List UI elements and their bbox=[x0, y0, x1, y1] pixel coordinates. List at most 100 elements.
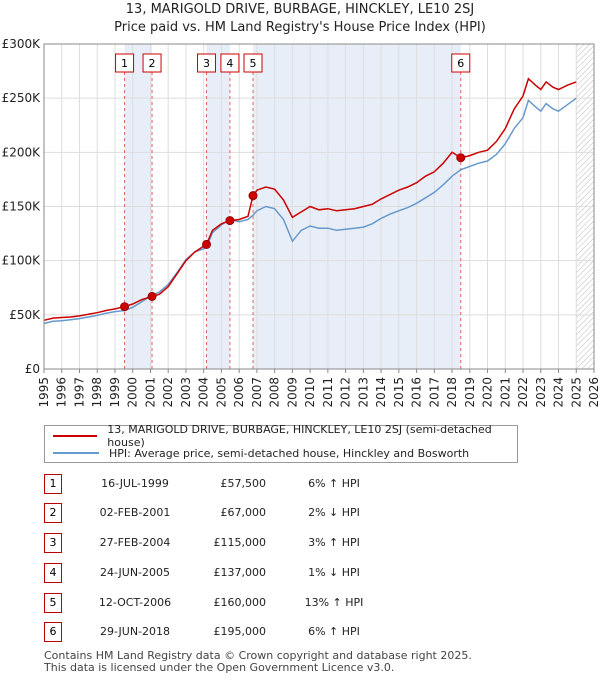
sale-label-number: 2 bbox=[149, 57, 156, 70]
x-tick-label: 2002 bbox=[161, 377, 175, 408]
chart-title: 13, MARIGOLD DRIVE, BURBAGE, HINCKLEY, L… bbox=[125, 2, 475, 17]
x-tick-label: 2005 bbox=[214, 377, 228, 408]
sale-price: £67,000 bbox=[220, 506, 267, 519]
x-tick-label: 2023 bbox=[534, 377, 548, 408]
table-row: 5 12-OCT-2006 £160,000 13% ↑ HPI bbox=[0, 593, 600, 613]
sale-label-box: 5 bbox=[243, 53, 263, 73]
y-tick-label: £150K bbox=[2, 200, 42, 214]
sale-hpi-diff: 6% ↑ HPI bbox=[308, 625, 360, 638]
y-tick-label: £250K bbox=[2, 91, 42, 105]
x-tick-label: 2004 bbox=[197, 377, 211, 408]
legend-label-property: 13, MARIGOLD DRIVE, BURBAGE, HINCKLEY, L… bbox=[107, 423, 492, 449]
x-tick-label: 2024 bbox=[552, 377, 566, 408]
x-tick-label: 2020 bbox=[481, 377, 495, 408]
sale-price: £195,000 bbox=[213, 625, 267, 638]
x-tick-label: 2003 bbox=[179, 377, 193, 408]
x-tick-label: 1995 bbox=[37, 377, 51, 408]
x-tick-label: 2022 bbox=[516, 377, 530, 408]
sale-label-frame bbox=[220, 53, 240, 73]
x-tick-label: 2016 bbox=[410, 377, 424, 408]
series-line-property bbox=[43, 77, 577, 322]
sale-date: 27-FEB-2004 bbox=[99, 536, 171, 549]
table-row: 6 29-JUN-2018 £195,000 6% ↑ HPI bbox=[0, 622, 600, 642]
footer-copyright: Contains HM Land Registry data © Crown c… bbox=[44, 649, 472, 662]
legend: 13, MARIGOLD DRIVE, BURBAGE, HINCKLEY, L… bbox=[44, 423, 518, 463]
x-tick-label: 2017 bbox=[427, 377, 441, 408]
sale-label-box: 4 bbox=[220, 53, 240, 73]
x-tick-label: 2010 bbox=[303, 377, 317, 408]
x-tick-label: 2013 bbox=[356, 377, 370, 408]
x-tick-label: 1999 bbox=[108, 377, 122, 408]
y-tick-label: £50K bbox=[9, 308, 41, 322]
footer-licence: This data is licensed under the Open Gov… bbox=[44, 661, 395, 674]
x-tick-label: 2021 bbox=[498, 377, 512, 408]
sale-date: 12-OCT-2006 bbox=[98, 596, 172, 609]
table-row: 2 02-FEB-2001 £67,000 2% ↓ HPI bbox=[0, 503, 600, 523]
x-tick-label: 2025 bbox=[569, 377, 583, 408]
legend-label-hpi: HPI: Average price, semi-detached house,… bbox=[109, 446, 470, 460]
x-tick-label: 2012 bbox=[339, 377, 353, 408]
plot-frame bbox=[43, 43, 595, 370]
sale-point bbox=[147, 291, 157, 301]
series-line-hpi bbox=[43, 97, 577, 325]
x-tick-label: 2011 bbox=[321, 377, 335, 408]
sale-number-badge: 4 bbox=[44, 563, 62, 583]
sale-label-number: 3 bbox=[203, 57, 210, 70]
sale-label-number: 1 bbox=[121, 57, 128, 70]
sale-number-badge: 5 bbox=[44, 593, 62, 613]
sale-number-badge: 3 bbox=[44, 533, 62, 553]
sale-label-box: 2 bbox=[142, 53, 162, 73]
sale-price: £137,000 bbox=[213, 566, 267, 579]
table-row: 1 16-JUL-1999 £57,500 6% ↑ HPI bbox=[0, 474, 600, 494]
x-tick-label: 2006 bbox=[232, 377, 246, 408]
sale-hpi-diff: 2% ↓ HPI bbox=[308, 506, 360, 519]
sale-label-box: 1 bbox=[115, 53, 135, 73]
x-tick-label: 2007 bbox=[250, 377, 264, 408]
x-tick-label: 1996 bbox=[55, 377, 69, 408]
sale-point bbox=[248, 191, 258, 201]
y-tick-label: £200K bbox=[2, 145, 42, 159]
x-tick-label: 1998 bbox=[90, 377, 104, 408]
sale-label-frame bbox=[142, 53, 162, 73]
sale-hpi-diff: 6% ↑ HPI bbox=[308, 477, 360, 490]
sale-label-frame bbox=[243, 53, 263, 73]
sale-label-frame bbox=[451, 53, 471, 73]
sale-label-frame bbox=[197, 53, 217, 73]
table-row: 3 27-FEB-2004 £115,000 3% ↑ HPI bbox=[0, 533, 600, 553]
legend-line-property bbox=[53, 435, 98, 437]
sale-label-box: 6 bbox=[451, 53, 471, 73]
sale-price: £57,500 bbox=[220, 477, 267, 490]
y-tick-label: £100K bbox=[2, 254, 42, 268]
price-chart: 1 2 3 4 5 6 £0 £50K £100K £150K £200K £250K £300K 199… bbox=[2, 37, 600, 408]
sale-hpi-diff: 3% ↑ HPI bbox=[308, 536, 360, 549]
sale-point bbox=[225, 216, 235, 226]
x-tick-label: 2018 bbox=[445, 377, 459, 408]
x-tick-label: 2026 bbox=[587, 377, 600, 408]
sale-point bbox=[456, 153, 466, 163]
sale-date: 02-FEB-2001 bbox=[99, 506, 171, 519]
x-tick-label: 2009 bbox=[285, 377, 299, 408]
legend-line-hpi bbox=[53, 452, 99, 454]
sale-date: 29-JUN-2018 bbox=[99, 625, 171, 638]
table-row: 4 24-JUN-2005 £137,000 1% ↓ HPI bbox=[0, 563, 600, 583]
sale-price: £160,000 bbox=[213, 596, 267, 609]
x-tick-label: 2015 bbox=[392, 377, 406, 408]
legend-entry-hpi: HPI: Average price, semi-detached house,… bbox=[53, 445, 469, 461]
legend-entry-property: 13, MARIGOLD DRIVE, BURBAGE, HINCKLEY, L… bbox=[53, 423, 517, 449]
x-tick-label: 2001 bbox=[143, 377, 157, 408]
sale-point bbox=[202, 239, 212, 249]
sale-price: £115,000 bbox=[213, 536, 267, 549]
sale-label-number: 5 bbox=[250, 57, 257, 70]
sale-label-frame bbox=[115, 53, 135, 73]
y-tick-label: £0 bbox=[25, 362, 40, 376]
sale-label-number: 4 bbox=[226, 57, 233, 70]
sale-hpi-diff: 13% ↑ HPI bbox=[304, 596, 364, 609]
footer: Contains HM Land Registry data © Crown c… bbox=[44, 650, 472, 674]
sale-point bbox=[120, 302, 130, 312]
x-tick-label: 2000 bbox=[126, 377, 140, 408]
sale-hpi-diff: 1% ↓ HPI bbox=[308, 566, 360, 579]
x-tick-label: 2019 bbox=[463, 377, 477, 408]
x-tick-label: 2008 bbox=[268, 377, 282, 408]
sale-date: 24-JUN-2005 bbox=[99, 566, 171, 579]
sale-number-badge: 2 bbox=[44, 503, 62, 523]
